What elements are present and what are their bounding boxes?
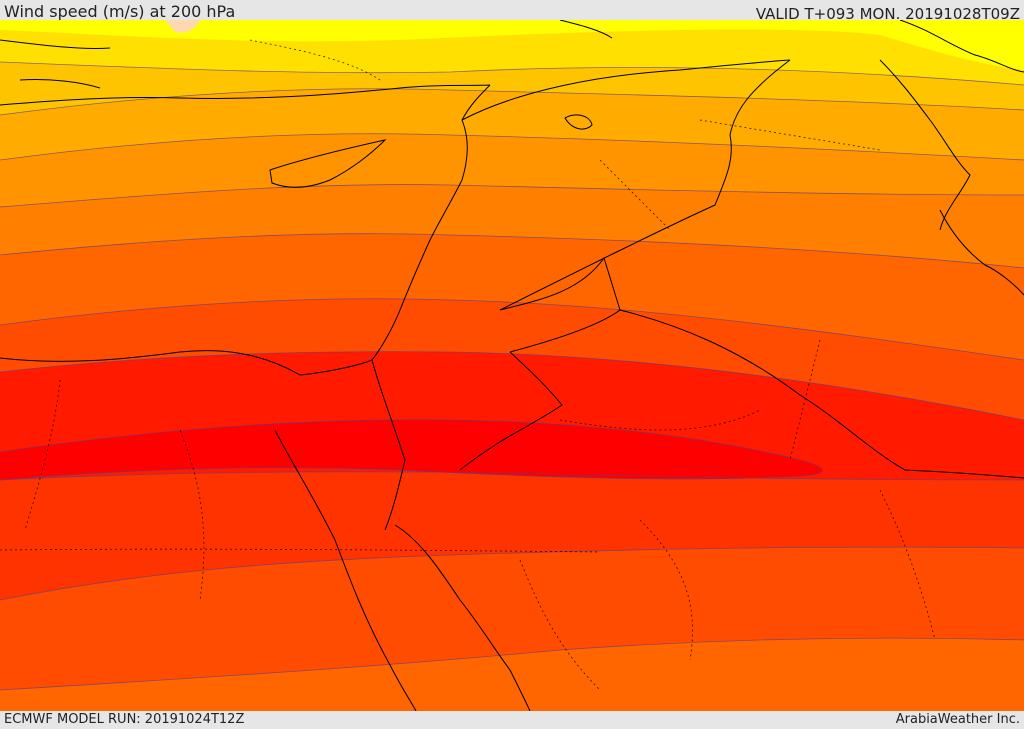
model-run: ECMWF MODEL RUN: 20191024T12Z — [4, 712, 245, 727]
isotach-contours — [0, 61, 1024, 691]
map-header: Wind speed (m/s) at 200 hPa VALID T+093 … — [0, 0, 1024, 23]
band-south-2 — [0, 547, 1024, 690]
band-north-6 — [0, 184, 1024, 268]
band-jet-core — [0, 419, 823, 480]
national-borders — [371, 59, 1024, 479]
band-south-3 — [0, 471, 1024, 600]
band-north-8 — [0, 298, 1024, 420]
province-borders — [0, 39, 936, 691]
band-north-3 — [0, 62, 1024, 115]
wind-speed-bands — [0, 20, 1024, 711]
coastlines — [0, 20, 1024, 711]
band-north-7 — [0, 233, 1024, 360]
band-top-patch — [165, 20, 200, 33]
wind-speed-map — [0, 20, 1024, 711]
valid-time: VALID T+093 MON. 20191028T09Z — [755, 5, 1020, 23]
map-title: Wind speed (m/s) at 200 hPa — [4, 2, 236, 21]
credit: ArabiaWeather Inc. — [895, 712, 1020, 727]
band-north-5 — [0, 133, 1024, 207]
band-north-4 — [0, 88, 1024, 160]
map-footer: ECMWF MODEL RUN: 20191024T12Z ArabiaWeat… — [0, 711, 1024, 729]
band-north-1 — [0, 20, 1024, 70]
